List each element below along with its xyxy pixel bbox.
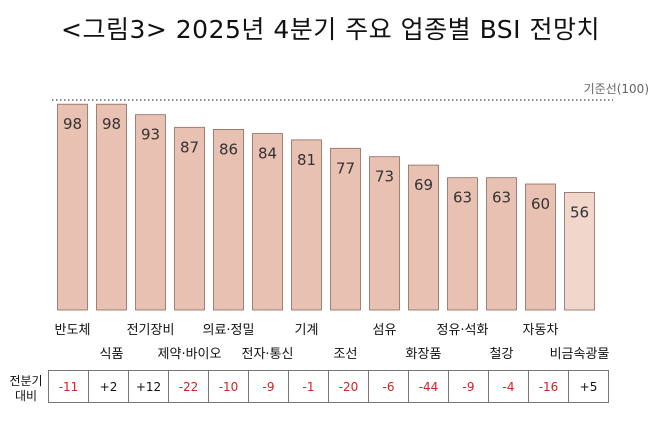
change-cell-1: -11 — [48, 370, 89, 403]
change-cell-8: -20 — [328, 370, 369, 403]
value-label-11: 63 — [453, 189, 472, 207]
bar-6 — [252, 133, 283, 311]
category-label-4: 제약·바이오 — [158, 347, 222, 362]
bar-2 — [96, 103, 127, 311]
comparison-label-line2: 대비 — [14, 389, 38, 403]
category-label-2: 식품 — [100, 347, 124, 362]
change-cell-12: -4 — [488, 370, 529, 403]
category-label-12: 철강 — [490, 347, 514, 362]
value-label-6: 84 — [258, 145, 277, 163]
value-label-14: 56 — [570, 203, 589, 221]
bar-13 — [525, 183, 556, 311]
value-label-3: 93 — [141, 126, 160, 144]
bar-11 — [447, 177, 478, 311]
category-label-11: 정유·석화 — [437, 323, 489, 338]
bar-9 — [369, 156, 400, 311]
category-label-9: 섬유 — [373, 323, 397, 338]
value-label-7: 81 — [297, 151, 316, 169]
change-cell-10: -44 — [408, 370, 449, 403]
bar-14 — [564, 191, 595, 311]
value-label-5: 86 — [219, 140, 238, 158]
chart-title: <그림3> 2025년 4분기 주요 업종별 BSI 전망치 — [61, 15, 600, 44]
change-cell-6: -9 — [248, 370, 289, 403]
change-cell-2: +2 — [88, 370, 129, 403]
bar-1 — [57, 103, 88, 311]
value-label-13: 60 — [531, 195, 550, 213]
category-label-14: 비금속광물 — [550, 347, 610, 362]
comparison-row: -11 +2 +12 -22 -10 -9 -1 -20 -6 -44 -9 -4 -16 +5 — [48, 370, 609, 403]
change-cell-3: +12 — [128, 370, 169, 403]
bar-chart: 98 반도체 98 식품 93 전기장비 87 제약·바이오 86 의료·정밀 84 전자·통신 81 기… — [52, 99, 613, 362]
category-label-1: 반도체 — [55, 323, 91, 338]
change-cell-7: -1 — [288, 370, 329, 403]
change-cell-9: -6 — [368, 370, 409, 403]
bar-12 — [486, 177, 517, 311]
value-label-8: 77 — [336, 159, 355, 177]
comparison-table: -11 +2 +12 -22 -10 -9 -1 -20 -6 -44 -9 -4 -16 +5 — [48, 370, 609, 403]
value-label-10: 69 — [414, 176, 433, 194]
comparison-label-line1: 전분기 — [9, 374, 43, 388]
category-label-3: 전기장비 — [127, 323, 175, 338]
category-label-7: 기계 — [295, 323, 319, 338]
bar-4 — [174, 126, 205, 311]
value-label-12: 63 — [492, 189, 511, 207]
category-label-6: 전자·통신 — [242, 347, 294, 362]
change-cell-11: -9 — [448, 370, 489, 403]
category-label-13: 자동차 — [523, 323, 559, 338]
bar-10 — [408, 164, 439, 311]
change-cell-4: -22 — [168, 370, 209, 403]
bar-3 — [135, 114, 166, 311]
value-label-2: 98 — [102, 115, 121, 133]
change-cell-13: -16 — [528, 370, 569, 403]
reference-line-label: 기준선(100) — [583, 82, 649, 96]
change-cell-14: +5 — [568, 370, 609, 403]
change-cell-5: -10 — [208, 370, 249, 403]
bar-7 — [291, 139, 322, 311]
bar-5 — [213, 128, 244, 311]
value-label-4: 87 — [180, 138, 199, 156]
bar-8 — [330, 147, 361, 311]
category-label-10: 화장품 — [406, 347, 442, 362]
value-label-1: 98 — [63, 115, 82, 133]
category-label-5: 의료·정밀 — [203, 323, 255, 338]
value-label-9: 73 — [375, 168, 394, 186]
comparison-row-label: 전분기 대비 — [6, 374, 46, 404]
category-label-8: 조선 — [334, 347, 358, 362]
